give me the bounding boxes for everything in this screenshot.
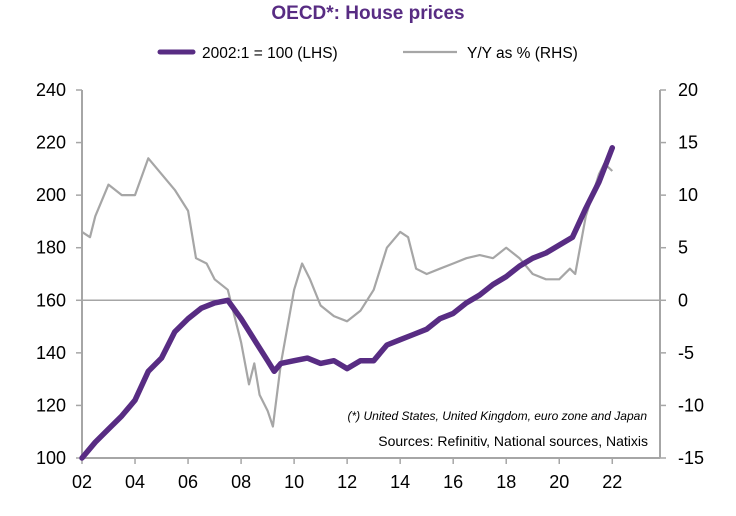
y-left-tick-label: 240 (36, 80, 66, 100)
x-tick-label: 20 (549, 472, 569, 492)
axes: 100120140160180200220240-15-10-505101520… (36, 80, 704, 492)
x-tick-label: 22 (602, 472, 622, 492)
x-tick-label: 06 (178, 472, 198, 492)
x-tick-label: 02 (72, 472, 92, 492)
y-left-tick-label: 160 (36, 290, 66, 310)
y-right-tick-label: 5 (678, 238, 688, 258)
y-right-tick-label: 0 (678, 290, 688, 310)
legend-label-index: 2002:1 = 100 (LHS) (202, 45, 338, 62)
y-left-tick-label: 120 (36, 395, 66, 415)
y-left-tick-label: 220 (36, 133, 66, 153)
x-tick-label: 12 (337, 472, 357, 492)
source-note: Sources: Refinitiv, National sources, Na… (378, 433, 648, 449)
footnote: (*) United States, United Kingdom, euro … (347, 409, 647, 423)
y-right-tick-label: 20 (678, 80, 698, 100)
legend: 2002:1 = 100 (LHS) Y/Y as % (RHS) (157, 45, 578, 62)
plot-area (79, 145, 616, 461)
chart-title: OECD*: House prices (271, 3, 464, 24)
y-right-tick-label: -15 (678, 448, 704, 468)
y-right-tick-label: 15 (678, 133, 698, 153)
legend-label-yoy: Y/Y as % (RHS) (467, 45, 578, 62)
series-line-yoy (81, 157, 614, 428)
y-left-tick-label: 140 (36, 343, 66, 363)
x-tick-label: 18 (496, 472, 516, 492)
x-tick-label: 16 (443, 472, 463, 492)
y-left-tick-label: 100 (36, 448, 66, 468)
y-right-tick-label: 10 (678, 185, 698, 205)
x-tick-label: 10 (284, 472, 304, 492)
x-tick-label: 08 (231, 472, 251, 492)
x-tick-label: 04 (125, 472, 145, 492)
y-left-tick-label: 200 (36, 185, 66, 205)
series-line-index (79, 145, 616, 461)
y-right-tick-label: -10 (678, 395, 704, 415)
y-right-tick-label: -5 (678, 343, 694, 363)
x-tick-label: 14 (390, 472, 410, 492)
y-left-tick-label: 180 (36, 238, 66, 258)
